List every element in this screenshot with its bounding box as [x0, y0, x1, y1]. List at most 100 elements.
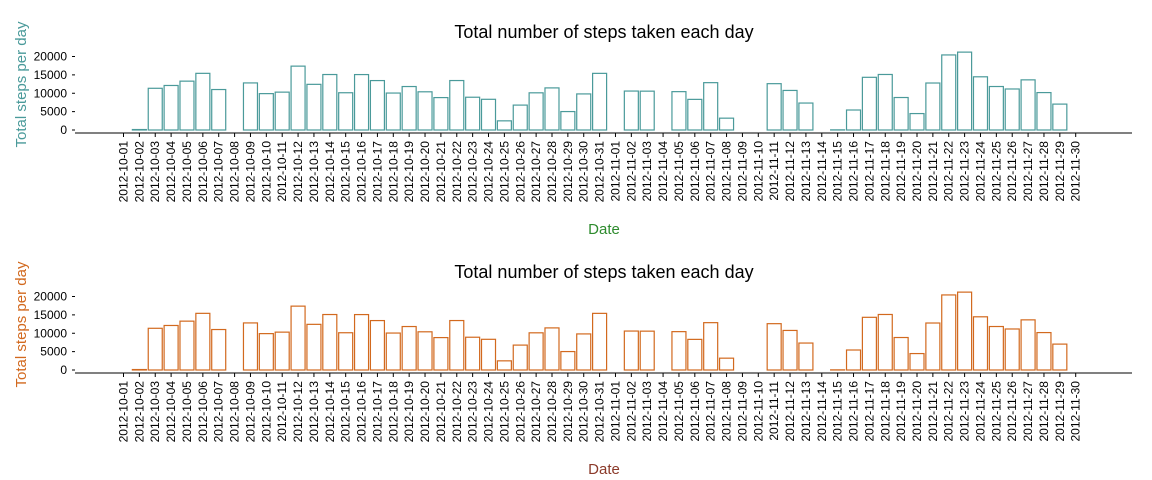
x-tick-label: 2012-11-06	[688, 141, 702, 202]
x-tick-label: 2012-11-05	[672, 141, 686, 202]
x-tick-label: 2012-11-15	[831, 381, 845, 442]
x-tick-label: 2012-10-01	[117, 141, 131, 203]
bar	[480, 338, 497, 371]
bar	[766, 83, 782, 131]
x-tick-label: 2012-10-09	[243, 381, 257, 443]
x-tick-label: 2012-11-23	[958, 141, 972, 202]
x-tick-label: 2012-10-20	[418, 381, 432, 443]
x-tick-label: 2012-11-10	[751, 141, 765, 202]
bar	[242, 322, 259, 371]
bar	[718, 117, 735, 131]
chart-panel-2: Total number of steps taken each day 0 500…	[13, 261, 1132, 478]
bar	[782, 89, 798, 131]
x-tick-label: 2012-11-21	[926, 381, 940, 442]
x-tick-label: 2012-11-23	[958, 381, 972, 442]
x-tick-label: 2012-10-13	[307, 381, 321, 443]
x-tick-label: 2012-11-07	[704, 141, 718, 202]
chart-title: Total number of steps taken each day	[454, 22, 753, 42]
bar	[274, 331, 290, 371]
bar	[671, 331, 687, 371]
bar	[1020, 79, 1036, 131]
x-tick-label: 2012-10-26	[513, 141, 527, 203]
bar	[290, 305, 306, 371]
bar	[877, 73, 893, 131]
bar	[290, 65, 306, 131]
x-axis-title: Date	[588, 461, 620, 478]
x-tick-label: 2012-11-17	[862, 381, 876, 442]
x-tick-label: 2012-10-30	[577, 381, 591, 443]
x-tick-label: 2012-10-09	[243, 141, 257, 203]
x-tick-label: 2012-10-31	[593, 141, 607, 203]
x-tick-label: 2012-11-15	[831, 141, 845, 202]
bar	[496, 120, 512, 131]
chart-title: Total number of steps taken each day	[454, 262, 753, 282]
y-axis-title: Total steps per day	[13, 261, 30, 387]
x-tick-label: 2012-10-08	[228, 141, 242, 203]
y-tick-label: 10000	[34, 326, 68, 340]
x-tick-label: 2012-10-04	[164, 381, 178, 443]
x-tick-label: 2012-10-27	[529, 141, 543, 203]
bar	[623, 330, 639, 371]
bar	[544, 327, 560, 371]
x-tick-label: 2012-10-25	[497, 381, 511, 443]
bar	[433, 336, 449, 371]
bar	[893, 96, 909, 131]
x-tick-label: 2012-11-24	[973, 141, 987, 202]
y-tick-label: 20000	[34, 290, 68, 304]
x-tick-label: 2012-11-30	[1069, 141, 1083, 202]
x-tick-label: 2012-11-14	[815, 381, 829, 442]
x-tick-label: 2012-11-12	[783, 141, 797, 202]
x-tick-label: 2012-10-19	[402, 381, 416, 443]
bar	[465, 336, 481, 371]
y-tick-label: 20000	[34, 50, 68, 64]
x-tick-label: 2012-11-29	[1053, 381, 1067, 442]
x-tick-label: 2012-10-29	[561, 381, 575, 443]
x-tick-label: 2012-10-11	[275, 381, 289, 442]
bar	[1004, 88, 1020, 131]
x-tick-label: 2012-11-27	[1021, 141, 1035, 202]
x-tick-label: 2012-10-27	[529, 381, 543, 443]
x-tick-label: 2012-10-24	[482, 381, 496, 443]
x-tick-label: 2012-11-22	[942, 141, 956, 202]
x-tick-label: 2012-11-03	[640, 381, 654, 442]
bar	[163, 324, 179, 371]
x-tick-label: 2012-10-14	[323, 381, 337, 443]
x-tick-label: 2012-11-09	[735, 381, 749, 442]
x-tick-label: 2012-11-13	[799, 381, 813, 442]
x-tick-label: 2012-10-04	[164, 141, 178, 203]
x-tick-label: 2012-11-04	[656, 381, 670, 442]
x-tick-label: 2012-10-11	[275, 141, 289, 202]
bar	[401, 85, 417, 131]
bar	[591, 72, 608, 131]
bar	[1036, 91, 1052, 131]
bar	[258, 93, 274, 131]
x-tick-label: 2012-10-01	[117, 381, 131, 443]
x-tick-label: 2012-11-30	[1069, 381, 1083, 442]
x-tick-label: 2012-11-19	[894, 381, 908, 442]
bar	[147, 327, 163, 371]
bar	[353, 313, 370, 371]
bar	[369, 319, 386, 371]
y-tick-label: 5000	[40, 345, 67, 359]
bar	[496, 360, 512, 371]
bar	[1004, 328, 1020, 371]
x-tick-label: 2012-11-25	[989, 141, 1003, 202]
bar	[338, 92, 354, 131]
bar	[845, 349, 862, 371]
x-tick-label: 2012-10-25	[497, 141, 511, 203]
x-tick-label: 2012-10-29	[561, 141, 575, 203]
x-tick-label: 2012-10-22	[450, 381, 464, 443]
x-tick-label: 2012-11-17	[862, 141, 876, 202]
bar	[560, 350, 576, 371]
x-tick-label: 2012-11-08	[720, 141, 734, 202]
x-tick-label: 2012-11-16	[847, 141, 861, 202]
bar	[988, 85, 1004, 131]
x-tick-label: 2012-11-20	[910, 141, 924, 202]
x-tick-label: 2012-11-06	[688, 381, 702, 442]
x-tick-label: 2012-10-31	[593, 381, 607, 443]
x-tick-label: 2012-11-13	[799, 141, 813, 202]
x-tick-label: 2012-11-14	[815, 141, 829, 202]
bar	[306, 323, 322, 371]
x-tick-label: 2012-11-20	[910, 381, 924, 442]
